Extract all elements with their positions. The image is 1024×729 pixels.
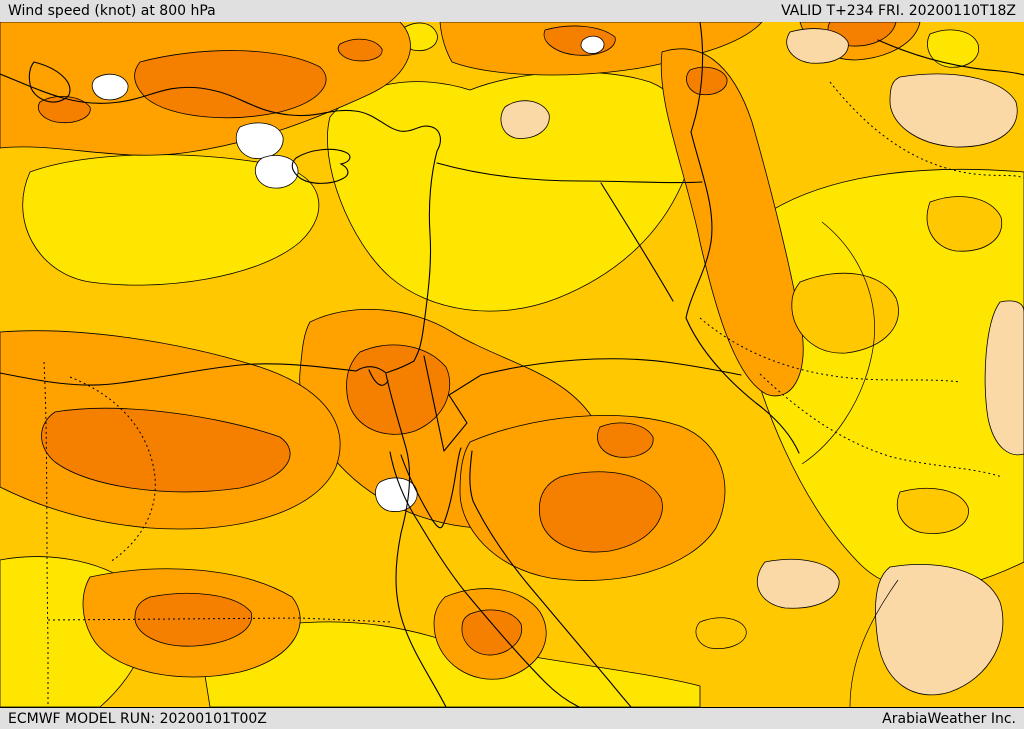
- coastlines-and-borders: [0, 22, 1024, 707]
- contour-fill-peach: [984, 300, 1024, 456]
- branding-label: ArabiaWeather Inc.: [882, 710, 1016, 727]
- border-egypt-israel: [423, 355, 445, 452]
- map-header-bar: Wind speed (knot) at 800 hPa VALID T+234…: [0, 0, 1024, 22]
- wind-speed-map-svg: [0, 22, 1024, 707]
- contour-fill-gold: [791, 272, 899, 354]
- model-run-label: ECMWF MODEL RUN: 20200101T00Z: [8, 710, 267, 727]
- map-title: Wind speed (knot) at 800 hPa: [8, 3, 216, 19]
- contour-fill-dark-orange: [538, 471, 663, 553]
- border-dotted: [759, 373, 1003, 478]
- border-iran: [685, 22, 800, 454]
- contour-line: [801, 221, 875, 465]
- contour-fill-dark-orange: [41, 407, 291, 493]
- contour-fill-peach: [875, 564, 1004, 696]
- border-jordan-saudi: [443, 358, 742, 452]
- contour-fill-dark-orange: [461, 609, 523, 656]
- contour-fill-peach: [786, 28, 849, 64]
- contour-fill-dark-orange: [134, 592, 253, 647]
- border-syria-iraq: [600, 182, 674, 302]
- border-egypt-libya: [43, 361, 49, 707]
- contour-fill-white: [235, 122, 284, 159]
- map-canvas: [0, 22, 1024, 707]
- contour-fill-white: [375, 477, 418, 512]
- coastline-cyprus: [291, 148, 351, 184]
- map-footer-bar: ECMWF MODEL RUN: 20200101T00Z ArabiaWeat…: [0, 707, 1024, 729]
- contour-fill-yellow: [327, 71, 692, 312]
- river-nile: [385, 373, 447, 707]
- map-validity: VALID T+234 FRI. 20200110T18Z: [781, 3, 1016, 19]
- coastline-red-sea-east: [469, 450, 632, 707]
- border-dotted: [699, 317, 961, 383]
- contour-fill-orange: [660, 48, 804, 397]
- contour-fill-white: [254, 155, 299, 189]
- contour-fill-dark-orange: [597, 422, 654, 458]
- contour-fill-dark-orange: [686, 66, 728, 96]
- contour-line: [849, 579, 899, 707]
- contour-fill-gold: [896, 487, 969, 534]
- lake-fill: [580, 35, 605, 54]
- coastline-mediterranean: [0, 73, 441, 386]
- contour-line: [695, 617, 747, 649]
- white-contour-fills: [91, 29, 980, 512]
- contour-fill-peach: [756, 558, 840, 609]
- yellow-contour-fills: [0, 22, 1024, 707]
- border-dotted: [829, 81, 1024, 179]
- lake-fill: [927, 29, 980, 68]
- contour-fill-peach: [889, 73, 1018, 148]
- dotted-borders: [43, 81, 1024, 707]
- contour-fill-dark-orange: [337, 38, 383, 62]
- coastline-caspian: [877, 39, 1024, 76]
- coastline-red-sea-west: [389, 451, 580, 707]
- river-nile-delta: [368, 369, 389, 386]
- contour-fill-yellow: [22, 154, 320, 286]
- coastline-sinai: [400, 447, 462, 529]
- coastline-aegean-bay: [28, 61, 71, 103]
- peach-contour-fills: [500, 28, 1024, 696]
- contour-fill-peach: [500, 100, 550, 139]
- border-turkey-syria: [436, 162, 703, 184]
- gold-texture-fills: [791, 196, 1003, 534]
- extra-contour-lines: [695, 221, 899, 707]
- contour-fill-gold: [926, 196, 1003, 252]
- contour-fill-white: [91, 73, 129, 101]
